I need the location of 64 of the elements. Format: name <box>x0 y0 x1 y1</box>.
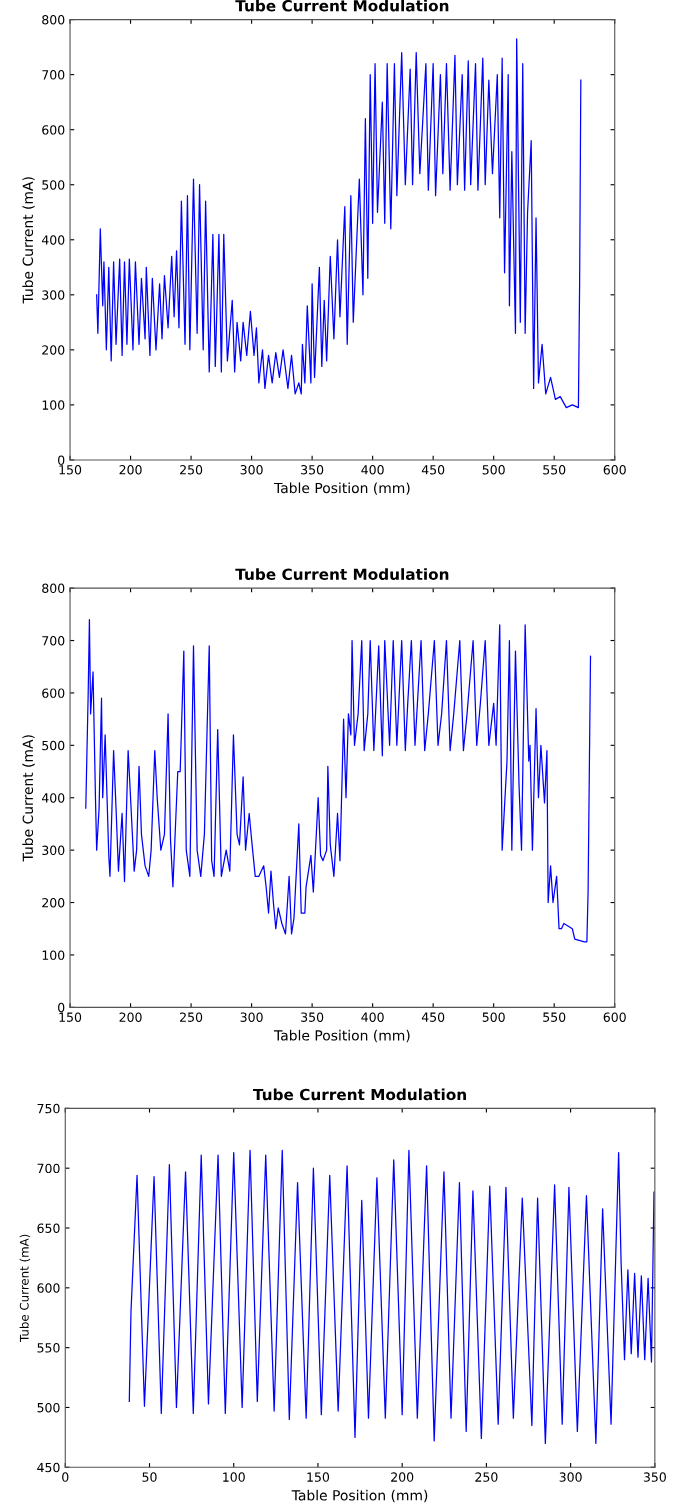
y-tick-label: 750 <box>37 1103 60 1114</box>
y-tick-label: 800 <box>42 583 65 594</box>
x-tick-label: 600 <box>603 1012 626 1022</box>
chart-title: Tube Current Modulation <box>235 568 449 580</box>
x-tick-label: 150 <box>59 1012 82 1022</box>
line-series <box>128 1149 655 1444</box>
x-tick-label: 150 <box>59 465 82 475</box>
y-tick-label: 0 <box>58 1002 65 1013</box>
y-tick-label: 700 <box>37 1163 60 1174</box>
y-tick-label: 400 <box>41 793 65 803</box>
x-tick-label: 250 <box>475 1472 498 1482</box>
y-tick-label: 100 <box>42 950 65 960</box>
y-axis-title: Tube Current (mA) <box>22 735 35 862</box>
y-tick-label: 200 <box>42 898 65 908</box>
x-tick-label: 600 <box>603 465 626 475</box>
y-axis-title: Tube Current (mA) <box>19 1234 31 1343</box>
x-tick-label: 500 <box>482 1012 505 1022</box>
line-series <box>85 618 592 943</box>
x-tick-label: 200 <box>119 465 142 475</box>
chart-title: Tube Current Modulation <box>235 0 449 12</box>
y-tick-label: 550 <box>37 1343 60 1353</box>
y-tick-label: 500 <box>42 180 65 190</box>
y-tick-label: 300 <box>42 845 65 856</box>
x-axis-title: Table Position (mm) <box>273 1029 410 1043</box>
x-tick-label: 350 <box>301 465 324 475</box>
y-tick-label: 500 <box>37 1402 60 1413</box>
x-tick-label: 550 <box>543 465 566 475</box>
y-tick-label: 800 <box>42 15 65 25</box>
y-tick-label: 450 <box>37 1462 60 1473</box>
y-tick-label: 200 <box>42 345 65 355</box>
x-axis-title: Table Position (mm) <box>291 1489 428 1503</box>
y-tick-label: 700 <box>42 70 65 80</box>
x-tick-label: 250 <box>180 465 203 475</box>
y-tick-label: 300 <box>42 290 65 300</box>
x-tick-label: 100 <box>223 1472 245 1482</box>
x-tick-label: 450 <box>421 1012 445 1022</box>
x-tick-label: 400 <box>361 465 384 475</box>
y-axis-title: Tube Current (mA) <box>22 177 35 304</box>
x-tick-label: 200 <box>119 1012 142 1022</box>
y-tick-label: 600 <box>42 688 65 698</box>
x-tick-label: 200 <box>391 1472 414 1482</box>
x-tick-label: 250 <box>180 1012 203 1022</box>
x-tick-label: 450 <box>421 465 445 475</box>
y-tick-label: 650 <box>37 1223 60 1233</box>
y-tick-label: 400 <box>41 235 65 245</box>
line-series <box>96 38 582 409</box>
x-tick-label: 350 <box>643 1472 666 1482</box>
y-tick-label: 700 <box>42 635 65 646</box>
y-tick-label: 600 <box>42 125 65 135</box>
chart-title: Tube Current Modulation <box>253 1088 466 1101</box>
x-tick-label: 400 <box>361 1012 384 1022</box>
x-tick-label: 300 <box>240 1012 263 1022</box>
x-tick-label: 150 <box>307 1472 330 1482</box>
y-tick-label: 100 <box>42 400 65 410</box>
y-tick-label: 600 <box>37 1283 60 1293</box>
x-tick-label: 50 <box>142 1472 157 1482</box>
y-tick-label: 500 <box>42 740 65 751</box>
x-axis-title: Table Position (mm) <box>273 482 410 495</box>
x-tick-label: 300 <box>240 465 263 475</box>
x-tick-label: 500 <box>482 465 505 475</box>
x-tick-label: 300 <box>559 1472 582 1482</box>
y-tick-label: 0 <box>58 455 65 465</box>
x-tick-label: 550 <box>543 1012 566 1022</box>
x-tick-label: 350 <box>301 1012 324 1022</box>
